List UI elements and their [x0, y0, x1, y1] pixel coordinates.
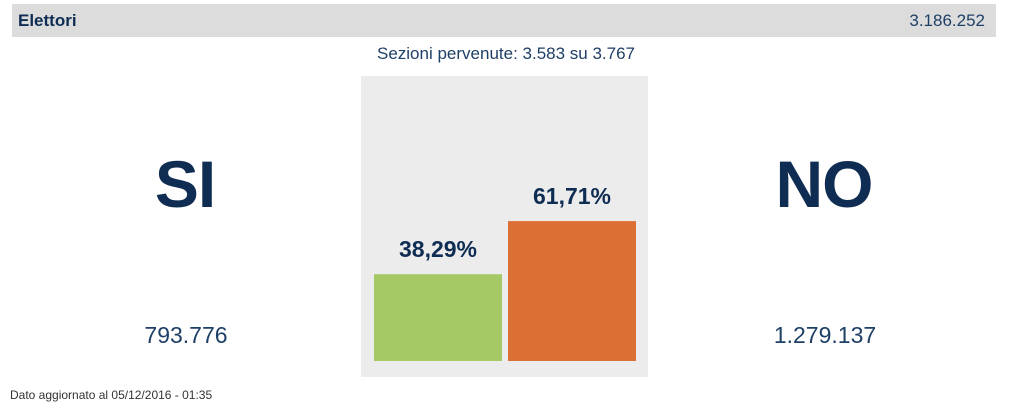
no-bar	[508, 221, 636, 361]
last-updated: Dato aggiornato al 05/12/2016 - 01:35	[10, 388, 213, 402]
voters-header: Elettori 3.186.252	[12, 4, 996, 37]
si-votes: 793.776	[144, 322, 228, 348]
chart-svg: 38,29% 61,71%	[374, 183, 636, 361]
result-bar-chart: 38,29% 61,71%	[361, 76, 648, 377]
sections-received: Sezioni pervenute: 3.583 su 3.767	[376, 44, 636, 63]
no-label: NO	[775, 147, 874, 221]
no-votes: 1.279.137	[773, 322, 877, 348]
voters-count: 3.186.252	[909, 11, 985, 30]
si-percent-label: 38,29%	[399, 236, 477, 262]
si-bar	[374, 274, 502, 361]
voters-label: Elettori	[18, 11, 77, 30]
no-percent-label: 61,71%	[533, 183, 611, 209]
si-label: SI	[154, 147, 216, 221]
